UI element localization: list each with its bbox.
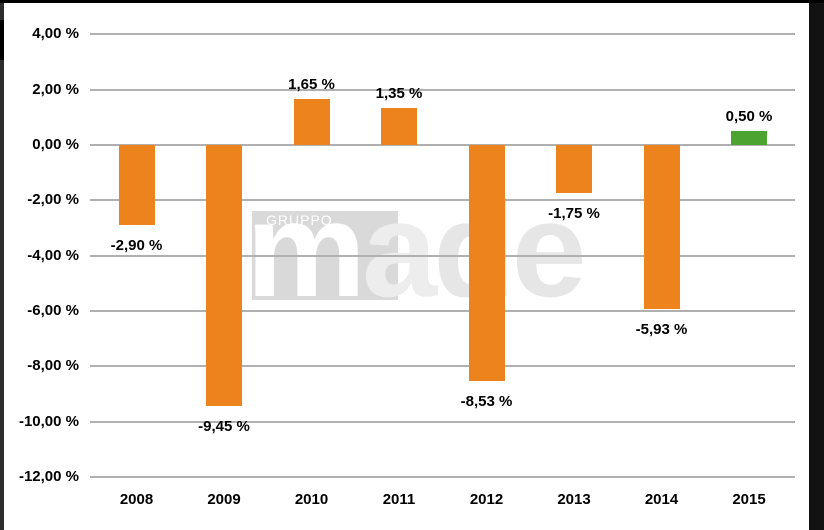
y-axis-tick-label: -10,00 % bbox=[18, 412, 79, 430]
value-label-2011: 1,35 % bbox=[375, 84, 423, 102]
y-axis-tick-label: -8,00 % bbox=[27, 357, 79, 375]
value-label-2015: 0,50 % bbox=[725, 108, 773, 126]
gridline--8,00 % bbox=[90, 365, 795, 368]
bar-2008 bbox=[118, 145, 155, 226]
year-label-2014: 2014 bbox=[644, 491, 679, 508]
bar-2015 bbox=[731, 131, 767, 145]
y-axis-tick-label: -2,00 % bbox=[27, 191, 79, 209]
gridline--10,00 % bbox=[90, 420, 795, 423]
value-label-2008: -2,90 % bbox=[110, 237, 163, 255]
bar-2009 bbox=[206, 145, 242, 407]
value-label-2010: 1,65 % bbox=[288, 76, 335, 94]
value-label-2012: -8,53 % bbox=[460, 392, 513, 410]
year-label-2009: 2009 bbox=[207, 491, 241, 508]
y-axis-tick-label: 0,00 % bbox=[32, 136, 79, 153]
bar-2012 bbox=[468, 145, 505, 381]
year-label-2011: 2011 bbox=[382, 491, 416, 508]
gridline-0,00 % bbox=[90, 144, 795, 146]
gridline--2,00 % bbox=[90, 199, 795, 202]
window-left-edge-dark-segment bbox=[0, 20, 4, 60]
bar-2013 bbox=[556, 145, 592, 194]
watermark-letter-e: e bbox=[511, 174, 587, 325]
year-label-2008: 2008 bbox=[119, 491, 154, 508]
year-label-2015: 2015 bbox=[732, 491, 766, 508]
value-label-2014: -5,93 % bbox=[635, 320, 688, 338]
gridline--12,00 % bbox=[90, 475, 795, 478]
window-right-edge bbox=[809, 0, 824, 530]
year-label-2012: 2012 bbox=[469, 491, 504, 508]
watermark-letter-a: a bbox=[362, 174, 437, 325]
gridline--6,00 % bbox=[90, 309, 795, 312]
y-axis-tick-label: -4,00 % bbox=[27, 246, 79, 264]
year-label-2013: 2013 bbox=[557, 491, 591, 508]
watermark-gruppo-text: GRUPPO bbox=[266, 212, 333, 228]
y-axis-tick-label: -6,00 % bbox=[27, 301, 79, 319]
bar-2011 bbox=[381, 107, 417, 145]
window-top-edge bbox=[0, 0, 824, 3]
year-label-2010: 2010 bbox=[294, 491, 329, 508]
bar-2010 bbox=[293, 99, 330, 145]
gridline--4,00 % bbox=[90, 254, 795, 257]
bar-2014 bbox=[643, 145, 680, 309]
y-axis-tick-label: -12,00 % bbox=[18, 467, 79, 485]
window-left-edge bbox=[0, 0, 4, 530]
y-axis-tick-label: 4,00 % bbox=[32, 25, 79, 43]
value-label-2013: -1,75 % bbox=[548, 205, 600, 223]
watermark-made-logo: made bbox=[246, 182, 587, 317]
value-label-2009: -9,45 % bbox=[198, 418, 250, 436]
gridline-4,00 % bbox=[90, 33, 795, 36]
gridline-2,00 % bbox=[90, 88, 795, 91]
y-axis-tick-label: 2,00 % bbox=[32, 80, 79, 98]
watermark-letter-m: m bbox=[246, 174, 366, 325]
